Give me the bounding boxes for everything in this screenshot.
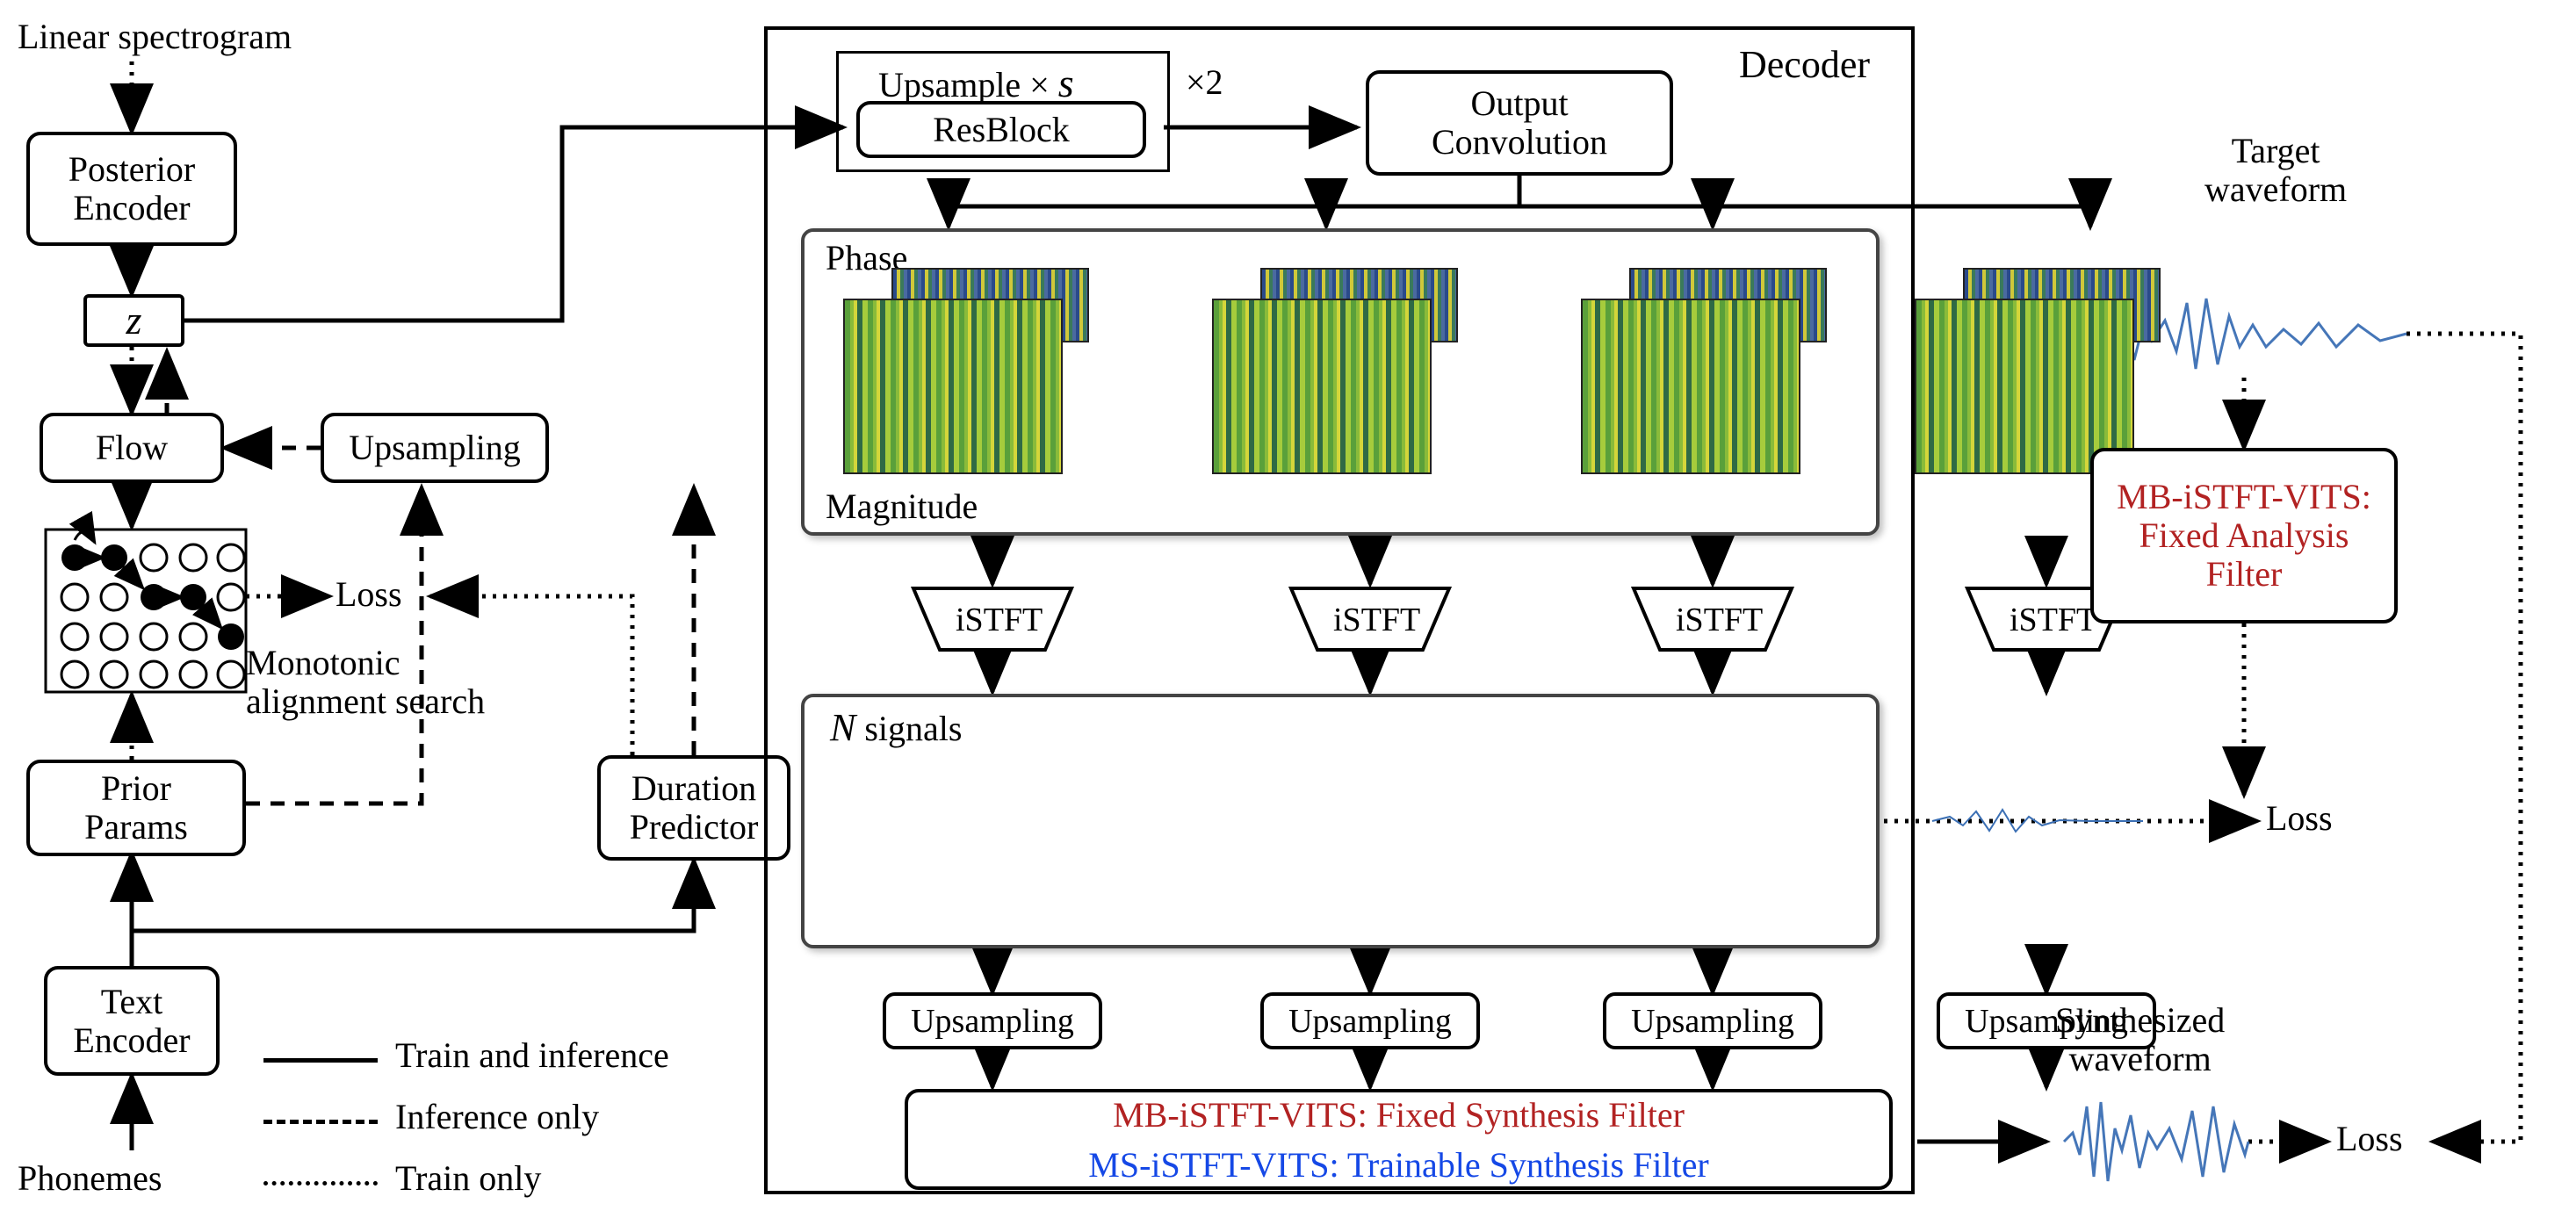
- mas-label: Monotonic alignment search: [246, 644, 485, 721]
- posterior-encoder: Posterior Encoder: [26, 132, 237, 246]
- legend-train-inf: Train and inference: [395, 1036, 669, 1075]
- legend-inf-only: Inference only: [395, 1098, 599, 1136]
- spec-pair-3: [1581, 268, 1827, 483]
- upsample-x-s: Upsample × s: [878, 61, 1074, 106]
- loss-mas-label: Loss: [336, 575, 402, 614]
- phonemes-label: Phonemes: [18, 1159, 162, 1198]
- decoder-title: Decoder: [1739, 44, 1870, 86]
- z-node: z: [83, 294, 184, 347]
- istft-label-4: iSTFT: [2010, 602, 2096, 638]
- legend-train-only: Train only: [395, 1159, 541, 1198]
- text-encoder: Text Encoder: [44, 966, 220, 1076]
- synth-waveform: [2064, 1102, 2248, 1181]
- upsampling-1: Upsampling: [883, 992, 1102, 1049]
- legend-dot-line: [263, 1181, 378, 1186]
- loss-mid-label: Loss: [2266, 799, 2333, 838]
- n-signals-label: N signals: [830, 707, 962, 749]
- synthesis-filter-box: MB-iSTFT-VITS: Fixed Synthesis Filter MS…: [905, 1089, 1893, 1190]
- resblock: ResBlock: [856, 101, 1146, 158]
- loss-bottom-label: Loss: [2336, 1120, 2403, 1158]
- flow-node: Flow: [40, 413, 224, 483]
- duration-predictor: Duration Predictor: [597, 755, 790, 861]
- legend-dash-line: [263, 1120, 378, 1124]
- upsampling-left: Upsampling: [321, 413, 549, 483]
- legend-solid-line: [263, 1058, 378, 1063]
- synth-ms-label: MS-iSTFT-VITS: Trainable Synthesis Filte…: [1088, 1144, 1708, 1186]
- target-waveform-label: Target waveform: [2204, 132, 2347, 209]
- signals-panel: [801, 694, 1880, 948]
- synth-mb-label: MB-iSTFT-VITS: Fixed Synthesis Filter: [1113, 1094, 1685, 1135]
- prior-params: Prior Params: [26, 760, 246, 856]
- synth-waveform-label: Synthesized waveform: [2055, 1001, 2225, 1078]
- mb-analysis-filter: MB-iSTFT-VITS: Fixed Analysis Filter: [2090, 448, 2398, 623]
- spec-pair-2: [1212, 268, 1458, 483]
- magnitude-label: Magnitude: [826, 487, 978, 526]
- linear-spectrogram-label: Linear spectrogram: [18, 18, 292, 56]
- upsampling-3: Upsampling: [1603, 992, 1822, 1049]
- upsampling-2: Upsampling: [1260, 992, 1480, 1049]
- output-conv: Output Convolution: [1366, 70, 1673, 176]
- spec-pair-1: [843, 268, 1089, 483]
- x2-label: ×2: [1186, 63, 1223, 102]
- mas-grid: [46, 530, 246, 692]
